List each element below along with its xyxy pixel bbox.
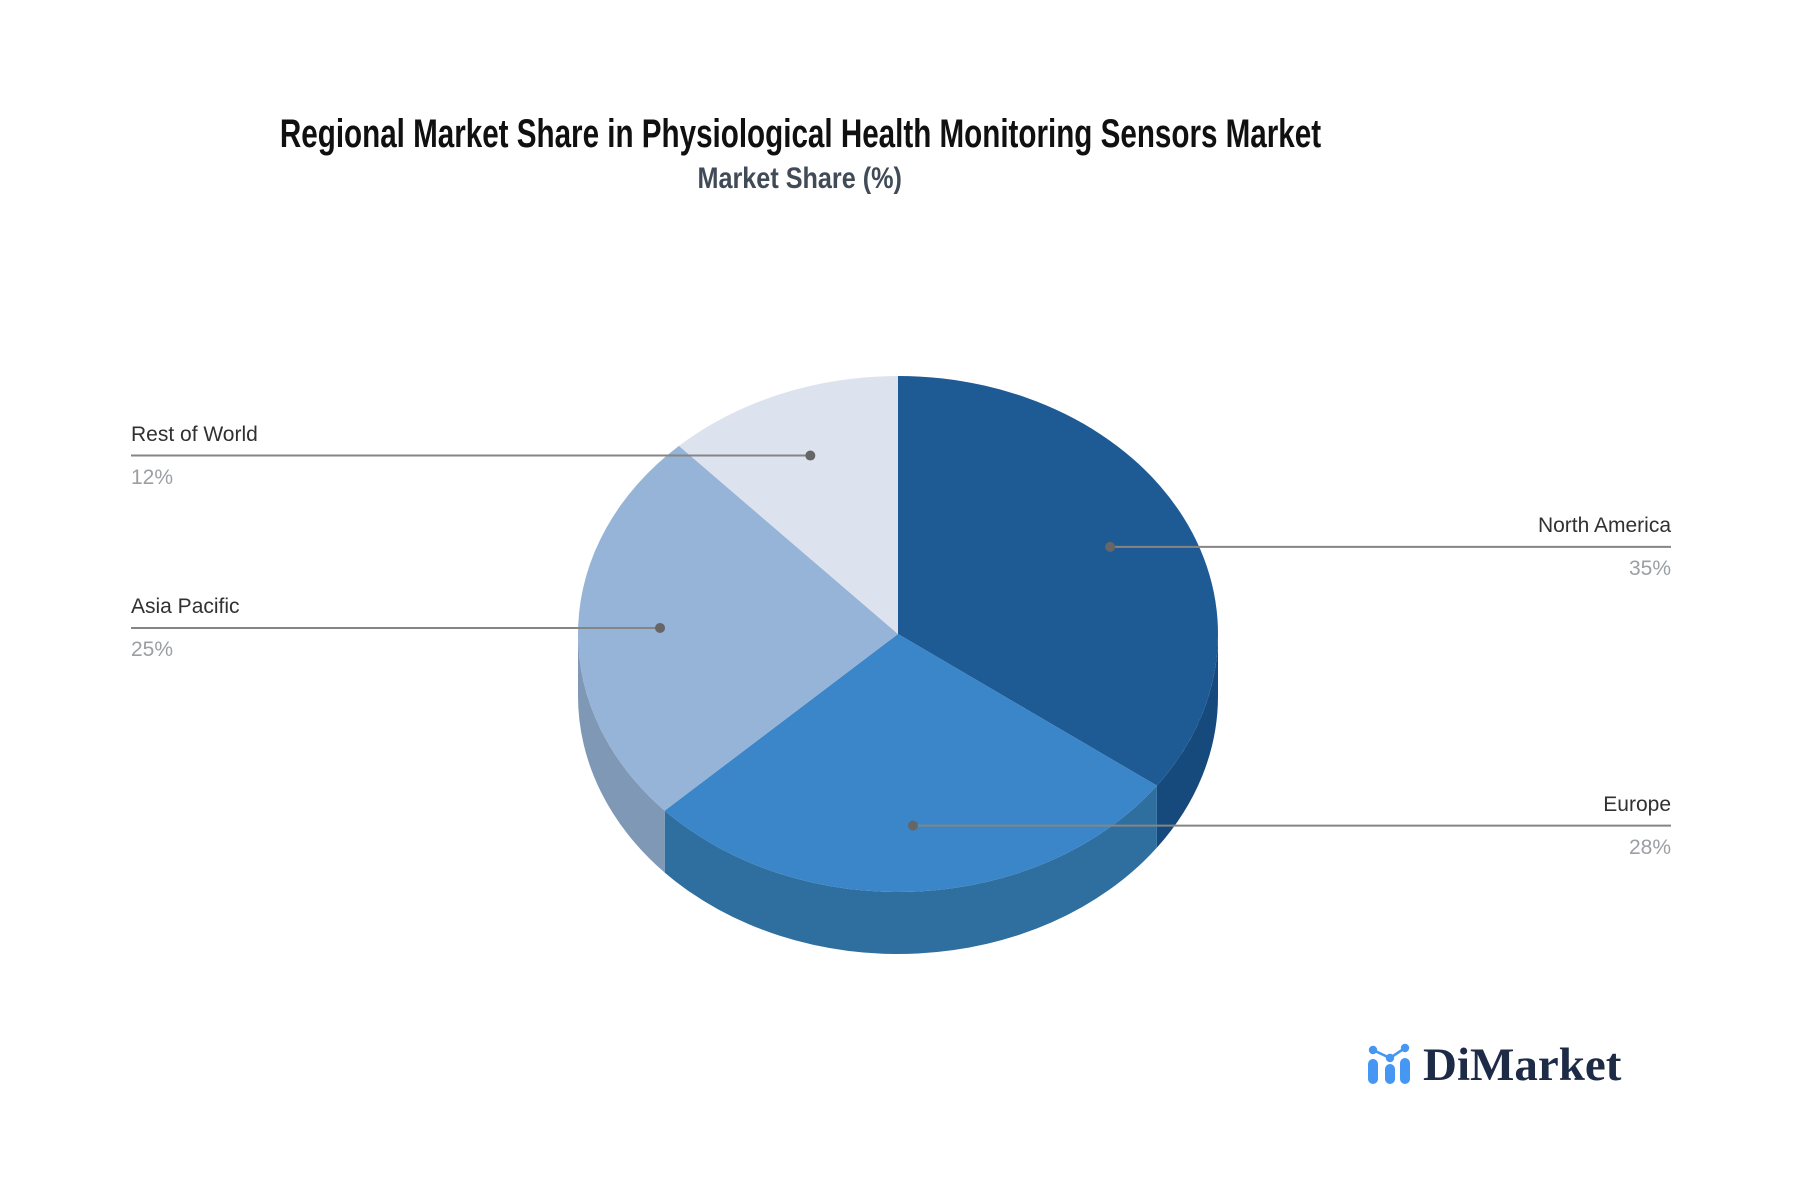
callout-europe: Europe 28% (1331, 793, 1671, 860)
pie-slice-north-america-depth (1156, 634, 1218, 848)
callout-label: Rest of World (131, 422, 258, 446)
logo-dot (1368, 1045, 1378, 1055)
callout-percent: 25% (131, 637, 174, 661)
leader-dot-asia-pacific (655, 622, 666, 633)
callout-north-america: North America 35% (1331, 514, 1671, 581)
pie-slice-europe (664, 634, 1157, 893)
logo-bar (1385, 1064, 1395, 1084)
logo-bar (1400, 1058, 1410, 1084)
callout-rest-of-world: Rest of World 12% (131, 423, 471, 490)
callout-label: Europe (1603, 792, 1671, 816)
callout-percent: 35% (1628, 556, 1671, 580)
pie-slice-asia-pacific (577, 445, 898, 811)
callout-label: Asia Pacific (131, 594, 240, 618)
callout-asia-pacific: Asia Pacific 25% (131, 595, 471, 662)
chart-title: Regional Market Share in Physiological H… (279, 112, 1321, 156)
callout-label: North America (1537, 513, 1671, 537)
logo: DiMarket (1368, 1042, 1621, 1089)
logo-text: DiMarket (1423, 1039, 1622, 1091)
logo-bar-line-chart-icon (1368, 1043, 1410, 1084)
callout-percent: 12% (131, 465, 174, 489)
leader-dot-rest-of-world (805, 450, 816, 461)
pie-slice-europe-depth (664, 785, 1157, 955)
callout-percent: 28% (1628, 835, 1671, 859)
chart-header: Regional Market Share in Physiological H… (0, 0, 1600, 195)
pie-slice-rest-of-world (678, 376, 898, 634)
pie-slice-north-america (898, 376, 1219, 786)
leader-dot-europe (907, 820, 918, 831)
leader-dot-north-america (1105, 541, 1116, 552)
logo-dot (1385, 1053, 1395, 1063)
logo-dot (1400, 1043, 1410, 1053)
logo-bar (1368, 1059, 1378, 1084)
chart-subtitle: Market Share (%) (697, 162, 903, 195)
pie-slice-asia-pacific-depth (578, 634, 665, 873)
